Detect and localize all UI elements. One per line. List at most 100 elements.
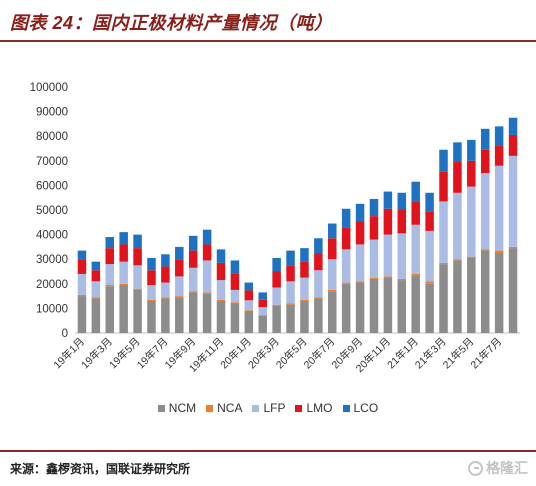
bar-lco-27 bbox=[439, 149, 448, 172]
bar-nca-27 bbox=[439, 262, 448, 265]
bar-nca-9 bbox=[188, 291, 198, 293]
bar-ncm-1 bbox=[77, 296, 87, 333]
bar-nca-8 bbox=[175, 296, 184, 298]
bar-lfp-29 bbox=[467, 186, 476, 257]
y-tick-label: 40000 bbox=[36, 230, 68, 242]
bar-nca-18 bbox=[314, 297, 323, 299]
bar-ncm-23 bbox=[383, 277, 393, 333]
bar-lco-10 bbox=[202, 229, 212, 245]
y-tick-label: 30000 bbox=[36, 254, 68, 266]
bar-lmo-7 bbox=[161, 266, 170, 283]
bar-ncm-32 bbox=[508, 248, 518, 333]
bar-ncm-11 bbox=[216, 301, 226, 333]
bar-lco-4 bbox=[119, 232, 128, 245]
watermark-text: 格隆汇 bbox=[486, 460, 528, 476]
bar-nca-31 bbox=[494, 250, 504, 254]
bar-lmo-18 bbox=[314, 253, 323, 271]
bar-ncm-22 bbox=[369, 278, 379, 333]
bar-nca-29 bbox=[467, 256, 476, 258]
watermark: 格隆汇 bbox=[468, 458, 528, 478]
bar-lfp-30 bbox=[480, 173, 490, 250]
y-tick-label: 70000 bbox=[36, 156, 68, 168]
bar-ncm-8 bbox=[175, 297, 184, 333]
bar-lmo-12 bbox=[230, 273, 240, 290]
bar-nca-10 bbox=[202, 292, 212, 294]
bar-lco-32 bbox=[508, 117, 518, 135]
bar-lfp-28 bbox=[453, 192, 462, 260]
bar-ncm-17 bbox=[300, 301, 309, 333]
legend-label-lco: LCO bbox=[353, 401, 379, 415]
bar-nca-12 bbox=[230, 302, 240, 304]
bar-lmo-6 bbox=[147, 270, 156, 286]
legend-item-lmo: LMO bbox=[295, 401, 333, 415]
bar-lfp-10 bbox=[202, 260, 212, 293]
bar-ncm-25 bbox=[411, 275, 420, 333]
bar-ncm-10 bbox=[202, 293, 212, 333]
stacked-bar-chart: 0 10000 20000 30000 40000 50000 60000 70000 8000… bbox=[30, 82, 520, 375]
bar-lco-21 bbox=[355, 203, 365, 222]
bar-lmo-8 bbox=[175, 259, 184, 277]
bar-ncm-30 bbox=[480, 250, 490, 333]
y-tick-label: 0 bbox=[62, 328, 68, 340]
bar-nca-23 bbox=[383, 276, 393, 278]
bar-lco-14 bbox=[258, 292, 267, 300]
bar-lfp-22 bbox=[369, 239, 379, 278]
bar-nca-14 bbox=[258, 315, 267, 316]
bar-lmo-5 bbox=[133, 248, 142, 266]
bar-lco-29 bbox=[467, 139, 476, 161]
bar-ncm-6 bbox=[147, 301, 156, 333]
bar-lco-24 bbox=[397, 192, 407, 210]
bar-lco-30 bbox=[480, 128, 490, 150]
bar-nca-21 bbox=[355, 281, 365, 283]
bar-ncm-5 bbox=[133, 289, 142, 333]
bar-lmo-28 bbox=[453, 162, 462, 193]
bar-lmo-30 bbox=[480, 149, 490, 174]
y-tick-label: 90000 bbox=[36, 107, 68, 119]
bar-lmo-26 bbox=[425, 211, 434, 231]
bar-lfp-14 bbox=[258, 307, 267, 316]
y-tick-label: 50000 bbox=[36, 205, 68, 217]
bar-nca-3 bbox=[105, 285, 115, 287]
bar-ncm-13 bbox=[244, 310, 254, 333]
bar-nca-11 bbox=[216, 299, 226, 302]
bar-lmo-32 bbox=[508, 134, 518, 156]
legend-item-nca: NCA bbox=[206, 401, 242, 415]
bar-nca-22 bbox=[369, 277, 379, 279]
bar-lco-6 bbox=[147, 257, 156, 271]
bar-lfp-8 bbox=[175, 276, 184, 297]
bar-lmo-4 bbox=[119, 244, 128, 262]
legend-swatch-nca bbox=[206, 404, 214, 412]
bar-nca-26 bbox=[425, 281, 434, 284]
bar-lmo-27 bbox=[439, 171, 448, 202]
bar-lco-2 bbox=[91, 261, 101, 271]
x-tick-label: 21年7月 bbox=[468, 335, 504, 371]
bar-lfp-3 bbox=[105, 264, 115, 286]
bar-lmo-24 bbox=[397, 210, 407, 234]
bar-nca-32 bbox=[508, 246, 518, 249]
legend-swatch-lfp bbox=[252, 404, 260, 412]
bar-lco-16 bbox=[286, 250, 295, 266]
bar-lfp-21 bbox=[355, 244, 365, 282]
bar-lfp-6 bbox=[147, 285, 156, 300]
bar-nca-5 bbox=[133, 288, 142, 290]
bar-lco-5 bbox=[133, 234, 142, 249]
bar-lco-1 bbox=[77, 250, 87, 260]
bar-lfp-5 bbox=[133, 265, 142, 289]
bar-lmo-13 bbox=[244, 290, 254, 301]
legend-label-lfp: LFP bbox=[263, 401, 286, 415]
bar-nca-6 bbox=[147, 299, 156, 302]
y-tick-label: 60000 bbox=[36, 180, 68, 192]
chart-title: 图表 24：国内正极材料产量情况（吨） bbox=[10, 13, 333, 33]
bar-nca-4 bbox=[119, 283, 128, 286]
bar-lfp-17 bbox=[300, 277, 309, 300]
bar-ncm-31 bbox=[494, 253, 504, 333]
bar-lfp-15 bbox=[272, 287, 281, 305]
bar-lmo-11 bbox=[216, 262, 226, 281]
bar-lco-17 bbox=[300, 248, 309, 262]
legend-item-lco: LCO bbox=[342, 401, 379, 415]
bar-lco-26 bbox=[425, 192, 434, 212]
bar-lco-31 bbox=[494, 126, 504, 147]
title-divider bbox=[0, 40, 536, 42]
bar-lmo-20 bbox=[341, 227, 351, 250]
bar-ncm-26 bbox=[425, 283, 434, 333]
